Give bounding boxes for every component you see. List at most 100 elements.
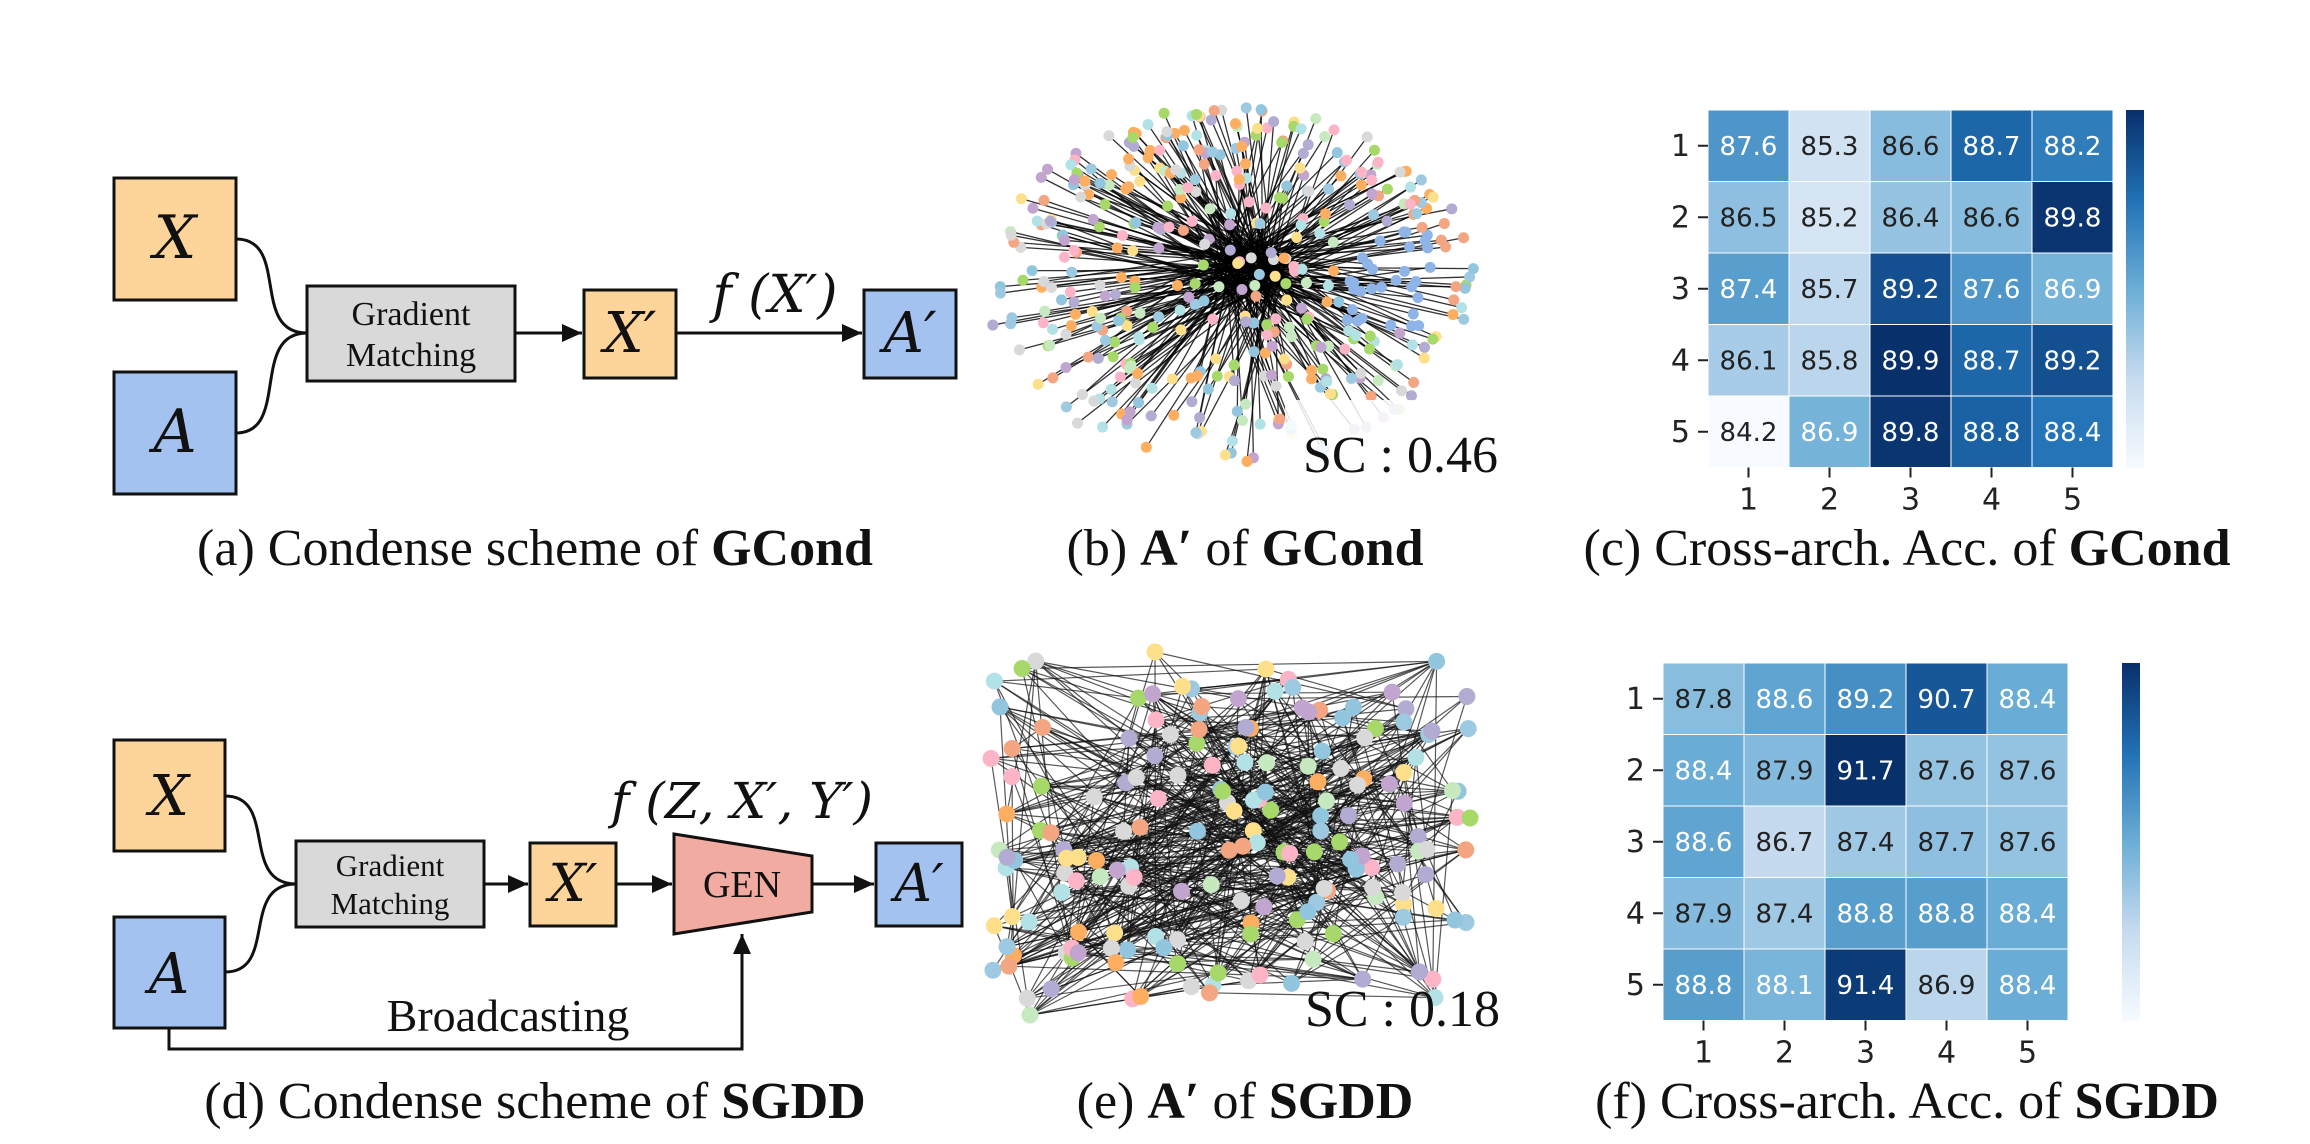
graph-node <box>1350 329 1362 341</box>
graph-node <box>1424 970 1442 988</box>
graph-node <box>1125 360 1137 372</box>
graph-node <box>1322 183 1334 195</box>
x-box <box>112 176 238 302</box>
graph-node <box>1170 164 1182 176</box>
graph-node <box>1114 371 1126 383</box>
row-tick-label: 1 <box>1671 129 1690 164</box>
graph-node <box>1310 113 1322 125</box>
graph-node <box>1276 136 1288 148</box>
gradient-matching-line2: Matching <box>346 337 476 374</box>
graph-node <box>1403 241 1415 253</box>
graph-node <box>1281 844 1299 862</box>
graph-node <box>1313 742 1331 760</box>
graph-node <box>1044 215 1056 227</box>
caption-c-label: (c) <box>1584 520 1642 577</box>
label-backdrop <box>1285 400 1425 470</box>
graph-node <box>1121 305 1133 317</box>
graph-node <box>1225 802 1243 820</box>
graph-node <box>1053 883 1071 901</box>
graph-node <box>1064 286 1076 298</box>
graph-node <box>1058 251 1070 263</box>
heatmap-cell-value: 86.7 <box>1756 828 1814 858</box>
heatmap-cell-value: 87.6 <box>1963 275 2021 305</box>
graph-node <box>1142 152 1154 164</box>
x-label: X <box>150 203 199 273</box>
gradient-matching-line1: Gradient <box>352 296 472 333</box>
graph-node <box>1198 158 1210 170</box>
graph-node <box>1427 191 1439 203</box>
graph-node <box>1099 198 1111 210</box>
graph-node <box>1190 427 1202 439</box>
graph-edge <box>1097 286 1272 359</box>
graph-node <box>991 698 1009 716</box>
graph-node <box>1467 263 1479 275</box>
graph-node <box>1188 734 1206 752</box>
graph-node <box>1120 729 1138 747</box>
graph-node <box>1255 898 1273 916</box>
graph-edge <box>1006 830 1198 858</box>
graph-node <box>1306 373 1318 385</box>
graph-node <box>1344 199 1356 211</box>
heatmap-cell-value: 91.7 <box>1837 756 1895 786</box>
graph-edge <box>1195 114 1259 251</box>
graph-edge <box>1126 734 1171 950</box>
graph-edge <box>1258 789 1453 801</box>
graph-node <box>1367 209 1379 221</box>
graph-node <box>1282 371 1294 383</box>
graph-edge <box>1434 790 1454 998</box>
heatmap-cell <box>1950 181 2033 254</box>
colorbar-f <box>2122 663 2140 1021</box>
graph-node <box>1107 954 1125 972</box>
graph-node <box>1230 737 1248 755</box>
heatmap-cell-value: 88.8 <box>1963 418 2021 448</box>
graph-edge <box>1111 884 1212 949</box>
graph-node <box>1058 849 1076 867</box>
graph-node <box>1027 202 1039 214</box>
graph-node <box>1458 313 1470 325</box>
heatmap-c-cells: 87.6 85.3 86.6 88.7 88.2 1 86.5 85.2 86.4 86.6 89.… <box>1671 109 2114 518</box>
graph-node <box>1154 144 1166 156</box>
a-prime-box <box>862 288 958 380</box>
graph-edge <box>1115 958 1314 964</box>
graph-edge <box>1156 711 1309 721</box>
heatmap-cell <box>1869 395 1952 468</box>
graph-node <box>1389 855 1407 873</box>
graph-node <box>998 848 1016 866</box>
graph-edge <box>1152 693 1334 935</box>
graph-node <box>1186 215 1198 227</box>
graph-node <box>1288 261 1300 273</box>
graph-node <box>1458 232 1470 244</box>
graph-node <box>1459 720 1477 738</box>
graph-edge <box>1061 891 1436 999</box>
graph-edge <box>1026 952 1067 999</box>
graph-node <box>1405 390 1417 402</box>
graph-node <box>1233 173 1245 185</box>
graph-node <box>1390 274 1402 286</box>
graph-node <box>1254 418 1266 430</box>
graph-node <box>1322 280 1334 292</box>
graph-edge <box>994 925 1363 980</box>
graph-node <box>1346 304 1358 316</box>
graph-node <box>1408 376 1420 388</box>
graph-node <box>1225 208 1237 220</box>
graph-node <box>1461 809 1479 827</box>
heatmap-cell-value: 88.4 <box>1999 971 2057 1001</box>
graph-node <box>1356 166 1368 178</box>
graph-edge <box>1432 661 1438 980</box>
graph-edge <box>1268 281 1400 334</box>
graph-node <box>1127 768 1145 786</box>
heatmap-cell-value: 86.9 <box>1801 418 1859 448</box>
graph-node <box>1190 108 1202 120</box>
graph-node <box>1395 794 1413 812</box>
graph-node <box>1406 320 1418 332</box>
graph-node <box>1087 213 1099 225</box>
graph-node <box>1381 183 1393 195</box>
graph-node <box>1163 221 1175 233</box>
col-tick-label: 4 <box>1982 483 2001 518</box>
caption-d: (d) Condense scheme of SGDD <box>204 1073 865 1130</box>
col-tick-label: 4 <box>1937 1036 1956 1071</box>
graph-node <box>1183 291 1195 303</box>
heatmap-cell-value: 85.3 <box>1801 132 1859 162</box>
graph-node <box>1146 747 1164 765</box>
graph-node <box>1327 236 1339 248</box>
